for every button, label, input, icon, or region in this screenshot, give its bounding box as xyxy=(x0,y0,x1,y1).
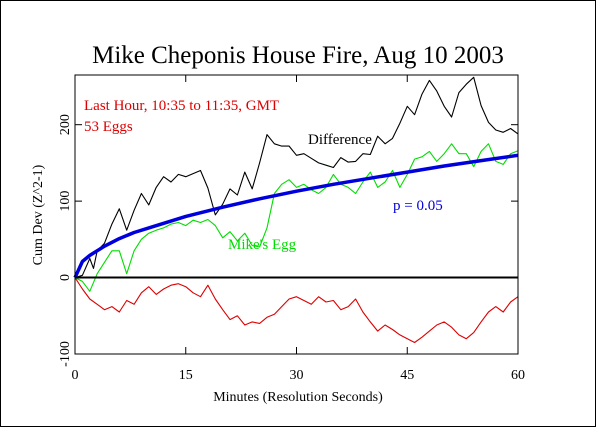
x-tick-label: 45 xyxy=(400,368,414,383)
chart-title: Mike Cheponis House Fire, Aug 10 2003 xyxy=(92,42,504,69)
annotation-mikes-egg: Mike's Egg xyxy=(228,237,297,253)
x-axis-label: Minutes (Resolution Seconds) xyxy=(213,390,383,405)
y-tick-label: 0 xyxy=(58,274,73,281)
annotation-time-range: Last Hour, 10:35 to 11:35, GMT xyxy=(84,98,279,114)
x-tick-label: 60 xyxy=(511,368,525,383)
series-line-difference xyxy=(74,76,519,279)
series-line-mike-s-egg xyxy=(74,143,519,292)
series-line-p-0-05 xyxy=(73,153,519,279)
x-tick-label: 15 xyxy=(179,368,193,383)
series-line-red xyxy=(74,277,519,344)
annotation-difference: Difference xyxy=(308,132,372,148)
plot-series xyxy=(73,76,519,344)
y-tick-label: 200 xyxy=(58,114,73,135)
x-tick-label: 30 xyxy=(290,368,304,383)
x-tick-label: 0 xyxy=(72,368,79,383)
annotation-egg-count: 53 Eggs xyxy=(84,119,133,135)
annotation-p-value: p = 0.05 xyxy=(393,198,443,214)
y-tick-label: -100 xyxy=(58,341,73,367)
y-axis-label: Cum Dev (Z^2-1) xyxy=(31,164,46,265)
y-tick-label: 100 xyxy=(58,191,73,212)
